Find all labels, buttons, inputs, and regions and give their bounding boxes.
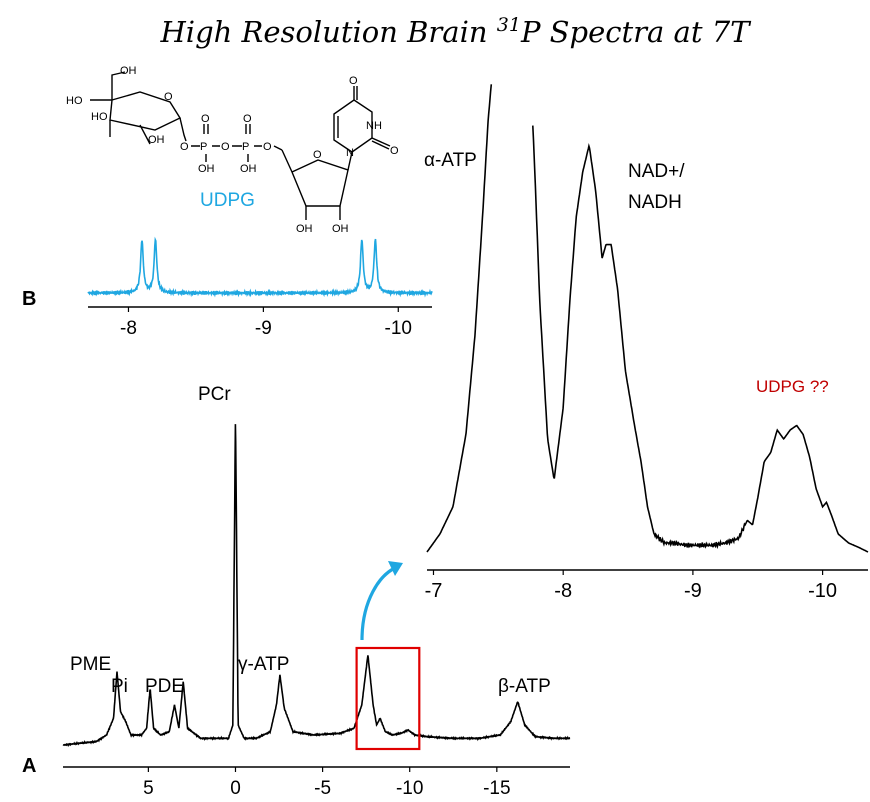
x-tick-label: -8	[120, 318, 137, 339]
atom-ring-o: O	[164, 91, 173, 103]
zoom-arrow	[360, 566, 396, 641]
panel-a-x-ticks: 5 0 -5 -10 -15	[143, 767, 511, 799]
uracil-co-top	[353, 86, 358, 100]
bond-ho4	[139, 124, 151, 145]
atom-o-link3: O	[263, 141, 272, 153]
panel-b-udpg-spectrum: -8 -9 -10 B	[22, 236, 433, 339]
x-tick-label: 5	[143, 778, 154, 799]
atom-uracil-nh: NH	[366, 120, 382, 132]
atom-oh-a: OH	[296, 223, 313, 235]
atom-uracil-o-top: O	[349, 75, 358, 87]
atom-p1-top: O	[201, 113, 210, 125]
zoom-arrow-head	[388, 561, 403, 576]
atom-uracil-n: N	[346, 147, 354, 159]
atom-p1: P	[200, 141, 207, 153]
atom-oh-b: OH	[332, 223, 349, 235]
label-gamma-atp: γ-ATP	[238, 654, 289, 675]
label-pme: PME	[70, 654, 111, 675]
figure-title: High Resolution Brain 31P Spectra at 7T	[160, 14, 753, 49]
label-nad-line2: NADH	[628, 192, 682, 213]
inset-spectrum-trace	[426, 84, 869, 553]
bond-anomeric	[179, 117, 187, 142]
atom-p2: P	[242, 141, 249, 153]
atom-p2-top: O	[243, 113, 252, 125]
atom-oh4: OH	[148, 134, 165, 146]
atom-uracil-o-right: O	[390, 145, 399, 157]
brain-spectrum-trace	[62, 424, 571, 748]
atom-p2-oh: OH	[240, 163, 257, 175]
zoom-inset: -7 -8 -9 -10 α-ATP NAD+/ NADH UDPG ??	[424, 84, 869, 602]
atom-o-link2: O	[221, 141, 230, 153]
atom-ho2: HO	[66, 95, 83, 107]
label-beta-atp: β-ATP	[498, 676, 551, 697]
x-tick-label: -7	[425, 580, 443, 602]
x-tick-label: -10	[396, 778, 423, 799]
panel-a-brain-spectrum: 5 0 -5 -10 -15 PME Pi PDE PCr γ-ATP β-ATP A	[22, 384, 571, 799]
label-alpha-atp: α-ATP	[424, 150, 477, 171]
x-tick-label: -9	[684, 580, 702, 602]
label-nad-line1: NAD+/	[628, 161, 685, 182]
label-pi: Pi	[111, 676, 128, 697]
uracil-co-right	[371, 137, 391, 150]
panel-a-label: A	[22, 755, 36, 777]
label-pcr: PCr	[198, 384, 231, 405]
x-tick-label: -9	[255, 318, 272, 339]
atom-p1-oh: OH	[198, 163, 215, 175]
x-tick-label: -5	[314, 778, 331, 799]
ribose-ring	[281, 149, 349, 207]
uracil-ring	[333, 99, 373, 171]
x-tick-label: -10	[385, 318, 412, 339]
phosphate-chain-bonds	[191, 145, 283, 151]
udpg-structure	[90, 71, 391, 220]
atom-ribose-o: O	[313, 149, 322, 161]
panel-b-label: B	[22, 288, 36, 310]
label-pde: PDE	[145, 676, 184, 697]
p-oh-bonds	[205, 154, 249, 162]
atom-o-link1: O	[180, 141, 189, 153]
bond-ch2oh	[111, 71, 126, 100]
udpg-spectrum-trace	[87, 236, 433, 298]
label-udpg-question: UDPG ??	[756, 377, 829, 396]
udpg-label: UDPG	[200, 190, 255, 211]
panel-b-x-ticks: -8 -9 -10	[120, 307, 412, 339]
x-tick-label: -15	[483, 778, 510, 799]
inset-x-ticks: -7 -8 -9 -10	[425, 570, 837, 602]
molecule-atom-labels: OH HO HO OH O O P O OH O P O OH O O OH O…	[66, 65, 399, 235]
x-tick-label: -8	[554, 580, 572, 602]
x-tick-label: 0	[230, 778, 241, 799]
atom-ho3: HO	[91, 111, 108, 123]
x-tick-label: -10	[808, 580, 837, 602]
atom-oh1: OH	[120, 65, 137, 77]
zoom-region-box	[355, 646, 421, 751]
ribose-oh-bonds	[305, 206, 341, 220]
p-double-bonds	[203, 124, 251, 134]
